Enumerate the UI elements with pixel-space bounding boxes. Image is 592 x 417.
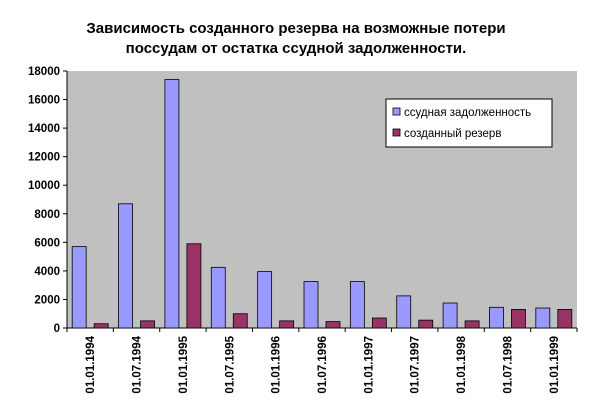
bar-reserve bbox=[93, 323, 109, 329]
bar-loan-debt bbox=[257, 271, 273, 329]
bar-reserve bbox=[140, 320, 155, 329]
y-tick-label: 8000 bbox=[34, 209, 60, 221]
bar-reserve bbox=[464, 320, 480, 329]
legend-swatch-series-1 bbox=[392, 107, 401, 116]
x-tick-label: 01.07.1995 bbox=[224, 335, 236, 393]
y-tick-label: 10000 bbox=[28, 180, 60, 192]
bar-loan-debt bbox=[535, 307, 551, 329]
chart-title-line-2: поссудам от остатка ссудной задолженност… bbox=[126, 40, 467, 57]
bar-loan-debt bbox=[164, 79, 180, 329]
legend-label-series-1: ссудная задолженность bbox=[404, 107, 531, 119]
x-tick-label: 01.01.1999 bbox=[549, 336, 561, 394]
x-tick-label: 01.01.1994 bbox=[85, 335, 97, 393]
legend-swatch-series-2 bbox=[392, 128, 401, 137]
x-tick-label: 01.07.1998 bbox=[502, 335, 514, 393]
bar-loan-debt bbox=[489, 306, 504, 329]
bar-reserve bbox=[186, 243, 202, 329]
legend-label-series-2: созданный резерв bbox=[404, 128, 501, 140]
chart-title-line-1: Зависимость созданного резерва на возмож… bbox=[86, 20, 505, 37]
y-tick-label: 0 bbox=[54, 323, 60, 335]
bars bbox=[71, 79, 573, 329]
y-tick-label: 14000 bbox=[28, 123, 60, 135]
bar-loan-debt bbox=[396, 295, 412, 329]
x-axis: 01.01.1994 01.07.1994 01.01.1995 01.07.1995… bbox=[66, 327, 578, 394]
bar-loan-debt bbox=[442, 302, 458, 329]
y-tick-label: 18000 bbox=[28, 66, 60, 78]
y-tick-label: 16000 bbox=[28, 95, 60, 107]
bar-reserve bbox=[232, 313, 248, 329]
x-tick-label: 01.07.1997 bbox=[410, 336, 422, 394]
x-tick-label: 01.01.1997 bbox=[363, 336, 375, 394]
bar-reserve bbox=[279, 320, 295, 329]
bar-reserve bbox=[325, 321, 341, 329]
bar-loan-debt bbox=[210, 266, 226, 329]
bar-loan-debt bbox=[118, 203, 133, 329]
bar-loan-debt bbox=[349, 281, 365, 329]
bar-reserve bbox=[418, 319, 434, 329]
x-tick-label: 01.07.1996 bbox=[317, 336, 329, 394]
x-tick-label: 01.01.1996 bbox=[271, 336, 283, 394]
bar-loan-debt bbox=[303, 281, 319, 329]
legend-box bbox=[385, 98, 553, 148]
bar-reserve bbox=[557, 309, 573, 329]
y-tick-label: 12000 bbox=[28, 152, 60, 164]
y-tick-label: 4000 bbox=[34, 266, 60, 278]
bar-reserve bbox=[511, 309, 526, 329]
y-tick-label: 2000 bbox=[34, 294, 60, 306]
bar-loan-debt bbox=[71, 246, 87, 329]
y-tick-label: 6000 bbox=[34, 237, 60, 249]
y-axis: 0 2000 4000 6000 8000 10000 12000 14000 16000 180… bbox=[28, 66, 68, 335]
legend: ссудная задолженность созданный резерв bbox=[385, 98, 553, 148]
x-tick-label: 01.01.1995 bbox=[178, 335, 190, 393]
x-tick-label: 01.07.1994 bbox=[132, 335, 144, 393]
x-tick-label: 01.01.1998 bbox=[456, 335, 468, 393]
bar-reserve bbox=[371, 317, 387, 329]
